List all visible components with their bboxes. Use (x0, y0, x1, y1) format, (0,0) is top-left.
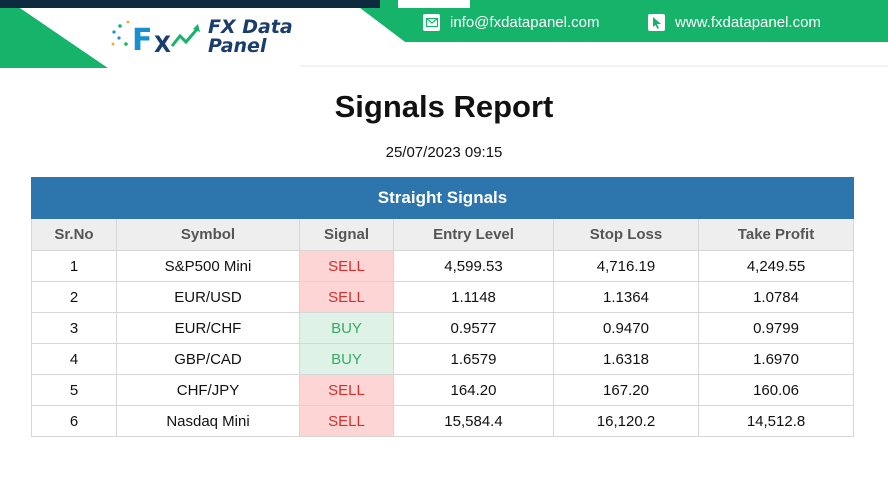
cell-sr-no: 5 (31, 374, 117, 406)
cell-entry-level: 15,584.4 (393, 405, 554, 437)
cell-symbol: S&P500 Mini (116, 250, 300, 282)
cell-signal: BUY (299, 312, 394, 344)
table-caption-row: Straight Signals (30, 177, 855, 219)
table-row: 2 EUR/USD SELL 1.1148 1.1364 1.0784 (31, 281, 855, 313)
report-datetime: 25/07/2023 09:15 (385, 144, 503, 161)
section-title: Straight Signals (30, 177, 855, 219)
cell-signal: SELL (299, 374, 394, 406)
svg-text:X: X (154, 33, 171, 58)
website-link[interactable]: www.fxdatapanel.com (675, 14, 821, 31)
contact-email[interactable]: info@fxdatapanel.com (423, 14, 599, 31)
column-header-symbol: Symbol (116, 218, 300, 251)
cell-sr-no: 6 (31, 405, 117, 437)
email-link[interactable]: info@fxdatapanel.com (450, 14, 600, 31)
cell-entry-level: 1.1148 (393, 281, 554, 313)
cell-entry-level: 1.6579 (393, 343, 554, 375)
cell-stop-loss: 0.9470 (553, 312, 699, 344)
cell-signal: SELL (299, 405, 394, 437)
cell-take-profit: 0.9799 (697, 312, 855, 344)
fx-logo-icon: F X (111, 20, 200, 58)
table-header-row: Sr.No Symbol Signal Entry Level Stop Los… (31, 218, 855, 251)
table-row: 1 S&P500 Mini SELL 4,599.53 4,716.19 4,2… (31, 250, 855, 282)
cell-symbol: CHF/JPY (116, 374, 300, 406)
cell-take-profit: 1.0784 (697, 281, 855, 313)
cell-signal: SELL (299, 250, 394, 282)
cell-signal: SELL (299, 281, 394, 313)
cell-stop-loss: 1.6318 (553, 343, 699, 375)
cell-entry-level: 4,599.53 (393, 250, 554, 282)
svg-text:F: F (132, 23, 153, 58)
contact-website[interactable]: www.fxdatapanel.com (648, 14, 821, 31)
cell-sr-no: 1 (31, 250, 117, 282)
signals-table: Straight Signals Sr.No Symbol Signal Ent… (30, 177, 855, 437)
cell-entry-level: 164.20 (393, 374, 554, 406)
table-row: 5 CHF/JPY SELL 164.20 167.20 160.06 (31, 374, 855, 406)
column-header-entry-level: Entry Level (393, 218, 554, 251)
column-header-signal: Signal (299, 218, 394, 251)
cell-sr-no: 3 (31, 312, 117, 344)
cell-sr-no: 2 (31, 281, 117, 313)
table-row: 4 GBP/CAD BUY 1.6579 1.6318 1.6970 (31, 343, 855, 375)
cell-symbol: Nasdaq Mini (116, 405, 300, 437)
brand-name-line2: Panel (208, 35, 267, 57)
table-row: 6 Nasdaq Mini SELL 15,584.4 16,120.2 14,… (31, 405, 855, 437)
cell-symbol: GBP/CAD (116, 343, 300, 375)
cell-signal: BUY (299, 343, 394, 375)
cell-entry-level: 0.9577 (393, 312, 554, 344)
cursor-icon (648, 14, 665, 31)
table-row: 3 EUR/CHF BUY 0.9577 0.9470 0.9799 (31, 312, 855, 344)
cell-stop-loss: 167.20 (553, 374, 699, 406)
cell-take-profit: 160.06 (697, 374, 855, 406)
cell-symbol: EUR/CHF (116, 312, 300, 344)
cell-sr-no: 4 (31, 343, 117, 375)
cell-stop-loss: 1.1364 (553, 281, 699, 313)
brand-name: FX Data Panel (208, 18, 293, 56)
column-header-take-profit: Take Profit (697, 218, 855, 251)
cell-symbol: EUR/USD (116, 281, 300, 313)
cell-take-profit: 1.6970 (697, 343, 855, 375)
cell-take-profit: 4,249.55 (697, 250, 855, 282)
page-title: Signals Report (334, 89, 554, 124)
cell-stop-loss: 4,716.19 (553, 250, 699, 282)
cell-take-profit: 14,512.8 (697, 405, 855, 437)
header-band: F X FX Data Panel info@fxdatapanel.com (0, 0, 888, 68)
brand-name-line1: FX Data (208, 16, 293, 38)
brand-logo: F X FX Data Panel (110, 16, 293, 58)
cell-stop-loss: 16,120.2 (553, 405, 699, 437)
envelope-icon (423, 14, 440, 31)
header-band-shape (0, 0, 888, 68)
column-header-stop-loss: Stop Loss (553, 218, 699, 251)
column-header-sr-no: Sr.No (31, 218, 117, 251)
